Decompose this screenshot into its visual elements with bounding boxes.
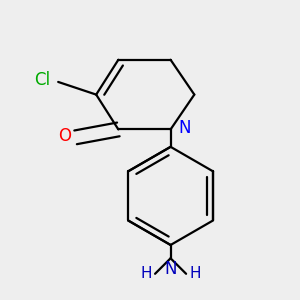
Text: H: H — [140, 266, 152, 281]
Text: Cl: Cl — [34, 71, 50, 89]
Text: O: O — [58, 127, 71, 145]
Text: N: N — [178, 119, 191, 137]
Text: H: H — [189, 266, 201, 281]
Text: N: N — [164, 260, 177, 278]
